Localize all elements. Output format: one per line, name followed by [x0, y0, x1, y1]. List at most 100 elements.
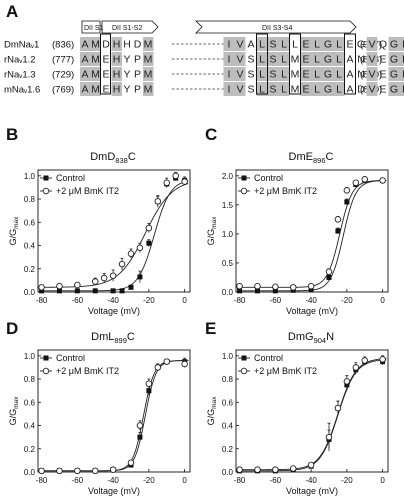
shade-cell — [333, 67, 345, 81]
point-toxin — [136, 422, 144, 429]
legend-marker-toxin — [240, 187, 248, 195]
panel-d-letter: D — [6, 319, 18, 338]
x-tick-label: -60 — [270, 476, 282, 485]
residue: E — [302, 69, 309, 81]
shade-cell — [90, 67, 101, 81]
residue: V — [368, 54, 375, 66]
legend-label-control: Control — [56, 353, 85, 363]
x-tick-label: 0 — [380, 476, 385, 485]
residue: L — [402, 54, 404, 66]
panel-b-letter: B — [6, 125, 18, 144]
residue: A — [81, 39, 88, 51]
residue: M — [144, 54, 153, 66]
residue: H — [113, 69, 121, 81]
x-tick-label: -80 — [234, 476, 246, 485]
residue: G — [324, 54, 332, 66]
point-toxin — [254, 282, 261, 290]
point-toxin — [325, 433, 333, 441]
legend-label-toxin: +2 μM BmK IT2 — [254, 186, 317, 196]
legend-label-control: Control — [56, 173, 85, 183]
x-tick-label: -40 — [107, 296, 119, 305]
residue: L — [259, 39, 265, 51]
x-tick-label: -20 — [341, 476, 353, 485]
shade-cell — [111, 37, 122, 51]
residue: L — [336, 54, 342, 66]
residue: M — [91, 39, 100, 51]
legend-marker-toxin — [42, 367, 50, 375]
residue: V — [368, 69, 375, 81]
point-toxin — [254, 466, 261, 473]
point-toxin — [379, 356, 386, 363]
residue: S — [247, 69, 254, 81]
shade-cell — [267, 67, 279, 81]
point-control — [56, 288, 62, 294]
point-toxin — [352, 364, 360, 371]
domain-label-s1: DII S1 — [84, 25, 104, 32]
residue: H — [113, 84, 121, 96]
residue: L — [336, 69, 342, 81]
residue: L — [314, 69, 320, 81]
residue: I — [228, 84, 231, 96]
residue: G — [390, 84, 398, 96]
shade-cell — [278, 37, 290, 51]
residue: L — [336, 84, 342, 96]
y-tick-label: 0.6 — [222, 398, 234, 407]
point-toxin — [127, 459, 135, 466]
point-control — [119, 288, 125, 294]
residue: A — [346, 84, 353, 96]
shade-cell — [333, 82, 345, 96]
seq-start-1: (777) — [52, 55, 74, 66]
residue: V — [368, 39, 375, 51]
shade-cell — [111, 67, 122, 81]
point-toxin — [109, 466, 117, 473]
residue: L — [281, 54, 287, 66]
residue: V — [236, 69, 243, 81]
y-tick-label: 0.2 — [24, 265, 36, 274]
shade-cell — [256, 52, 268, 66]
residue: Y — [123, 54, 130, 66]
residue: A — [346, 54, 353, 66]
residue: L — [259, 84, 265, 96]
point-toxin — [91, 467, 99, 475]
residue: D — [134, 39, 142, 51]
point-toxin — [361, 176, 369, 183]
shade-cell — [366, 67, 378, 81]
shade-cell — [333, 37, 345, 51]
shade-cell — [90, 37, 101, 51]
y-tick-label: 0.2 — [24, 445, 36, 454]
shade-cell — [322, 37, 334, 51]
x-tick-label: -80 — [36, 296, 48, 305]
point-toxin — [307, 282, 315, 290]
point-toxin — [154, 198, 162, 205]
residue: N — [357, 54, 365, 66]
box-column-e896 — [256, 33, 268, 95]
legend-label-toxin: +2 μM BmK IT2 — [56, 186, 119, 196]
shade-cell — [300, 52, 312, 66]
plot-frame — [235, 169, 389, 293]
shade-cell — [90, 82, 101, 96]
residue: L — [314, 54, 320, 66]
shade-cell — [111, 82, 122, 96]
shade-cell — [80, 52, 91, 66]
panel-e-letter: E — [205, 319, 216, 338]
residue: V — [236, 84, 243, 96]
x-tick-label: -60 — [72, 296, 84, 305]
point-toxin — [343, 378, 351, 385]
point-toxin — [154, 364, 162, 371]
point-toxin — [325, 268, 333, 275]
residue: D — [357, 84, 365, 96]
x-axis-label: Voltage (mV) — [286, 486, 338, 496]
shade-cell — [80, 67, 91, 81]
shade-cell — [256, 67, 268, 81]
point-toxin — [127, 250, 135, 257]
shade-cell — [366, 37, 378, 51]
legend-marker-toxin — [240, 367, 248, 375]
point-toxin — [272, 283, 279, 291]
residue: V — [236, 39, 243, 51]
residue: A — [81, 54, 88, 66]
residue: H — [113, 54, 121, 66]
shade-cell — [322, 82, 334, 96]
x-axis-label: Voltage (mV) — [286, 306, 338, 316]
point-control — [326, 274, 332, 280]
shade-cell — [278, 82, 290, 96]
